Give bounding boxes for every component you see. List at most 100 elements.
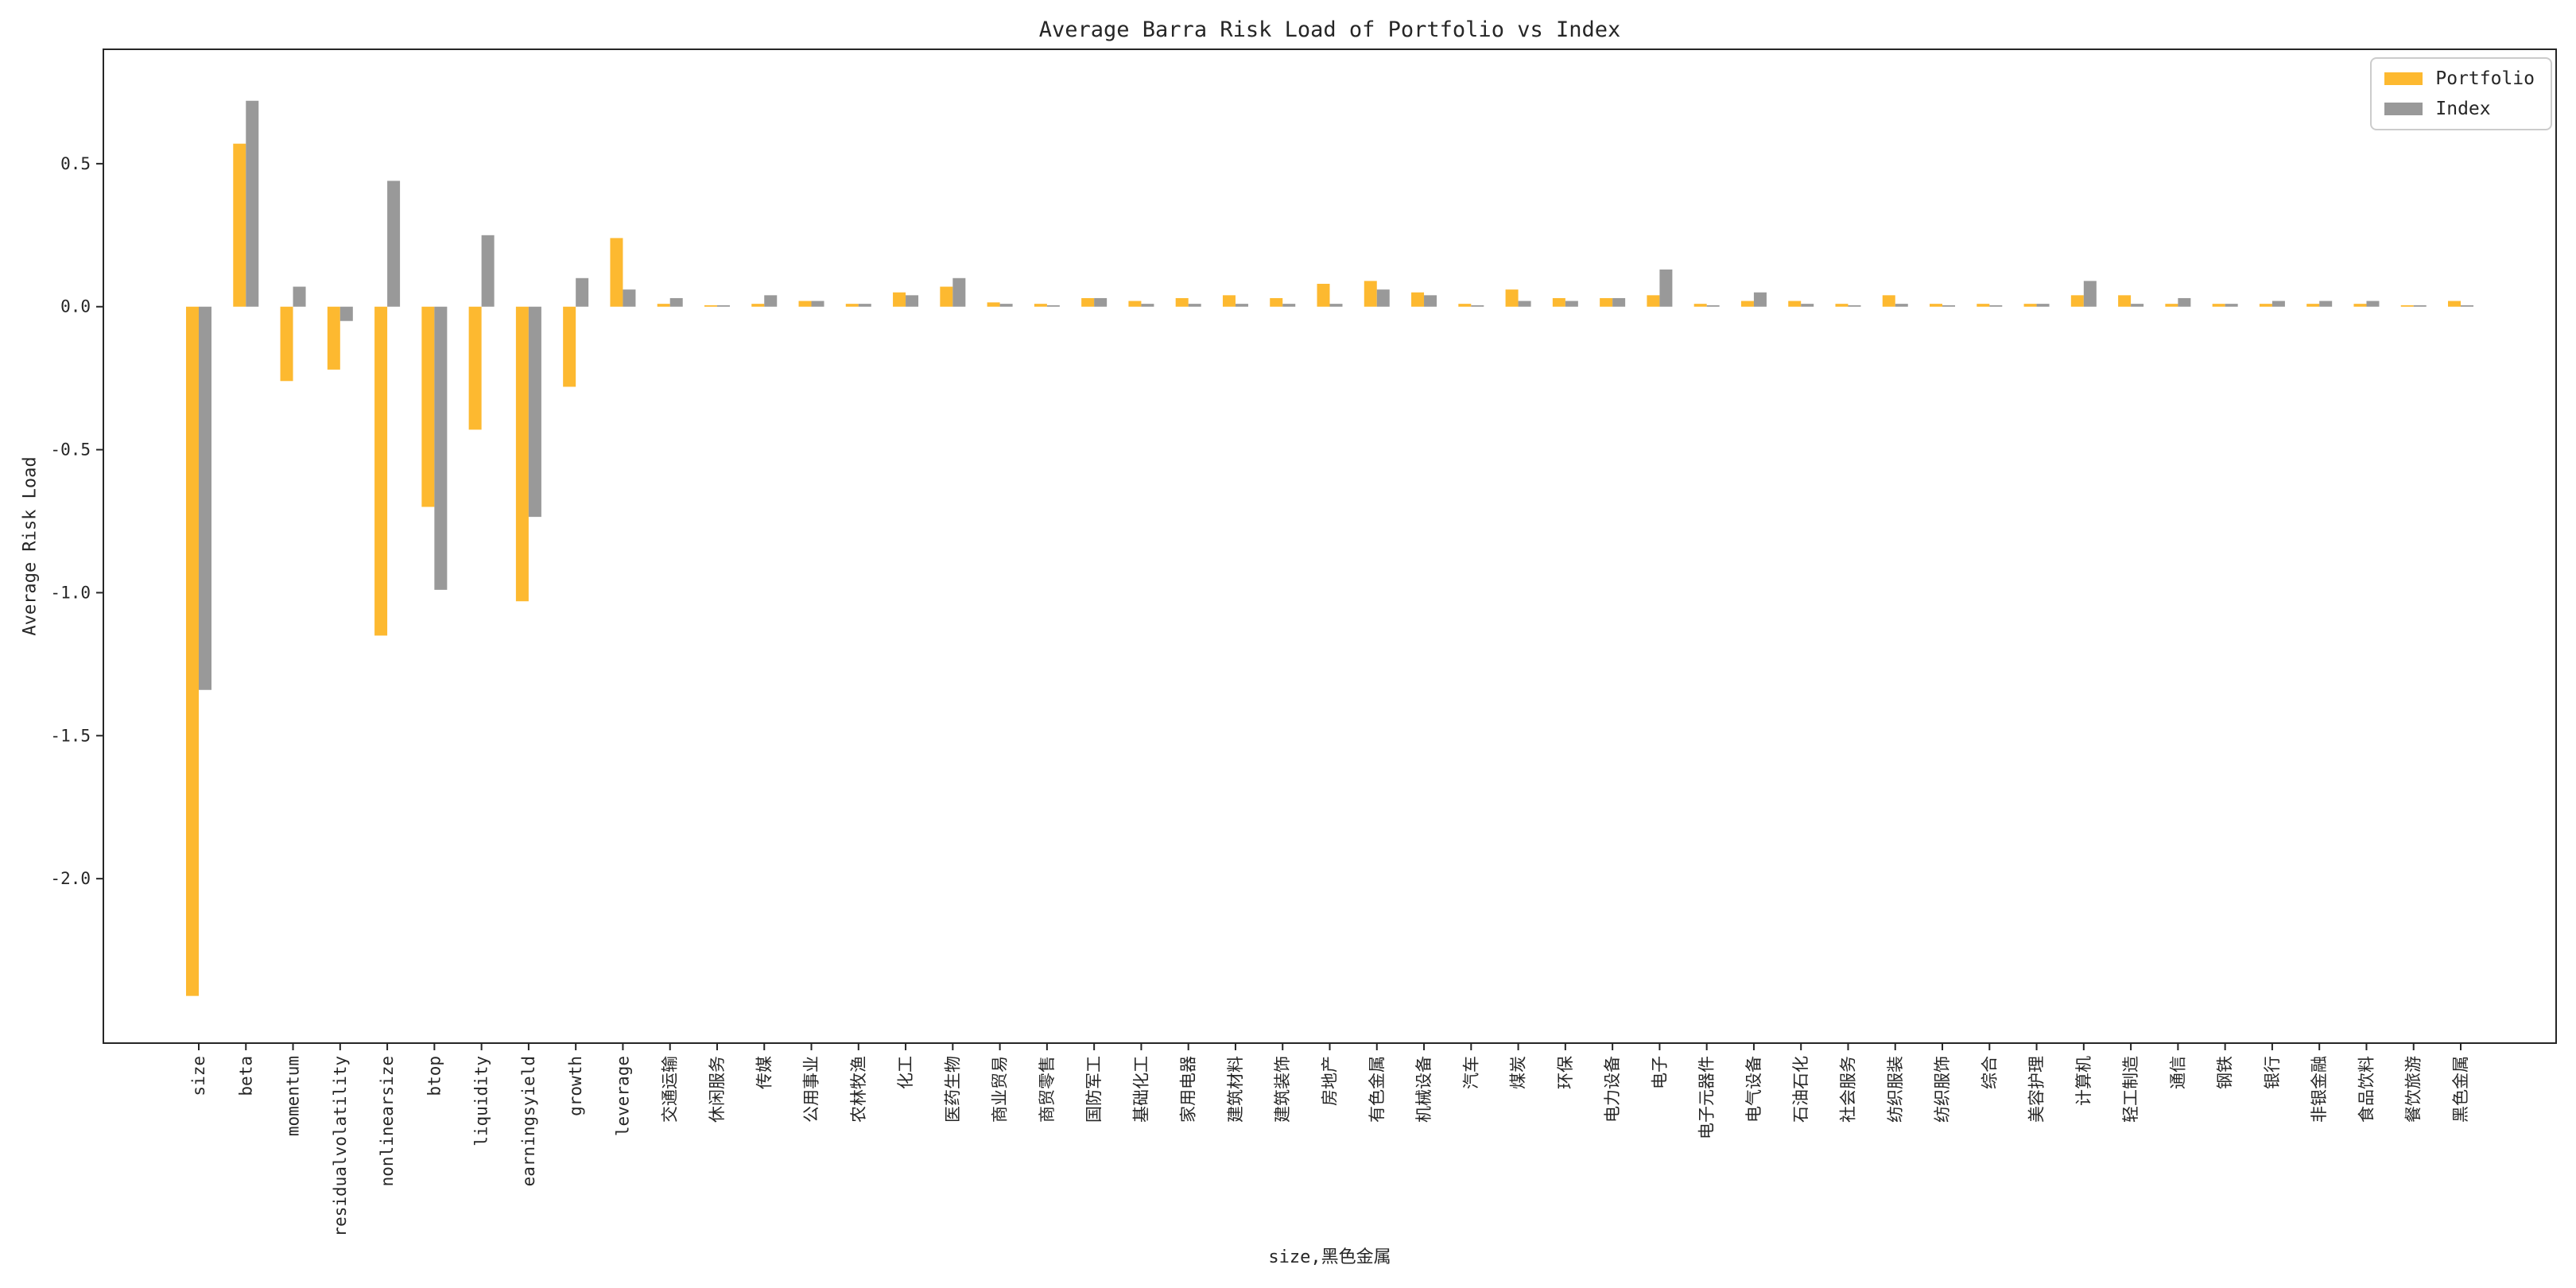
bar-portfolio [1222, 295, 1236, 307]
x-tick-label: 电力设备 [1603, 1056, 1622, 1123]
y-tick-label: 0.0 [60, 297, 91, 316]
x-tick-label: 食品饮料 [2357, 1056, 2376, 1123]
bar-portfolio [2259, 304, 2272, 307]
bar-portfolio [186, 306, 199, 996]
bar-index [811, 301, 824, 307]
bar-index [1565, 301, 1578, 307]
x-tick-label: 轻工制造 [2121, 1056, 2140, 1123]
bar-index [1471, 305, 1484, 307]
x-tick-label: 传媒 [755, 1056, 774, 1089]
bar-portfolio [327, 306, 340, 370]
x-tick-label: 环保 [1556, 1056, 1575, 1089]
x-tick-label: btop [425, 1056, 444, 1096]
bar-portfolio [1458, 304, 1472, 307]
x-tick-label: 农林牧渔 [849, 1056, 868, 1123]
x-tick-label: leverage [613, 1056, 632, 1136]
bar-portfolio [2023, 304, 2037, 307]
bar-portfolio [2400, 305, 2414, 307]
bar-portfolio [2306, 304, 2320, 307]
x-tick-label: 非银金融 [2310, 1056, 2329, 1123]
bar-index [293, 286, 306, 307]
bar-index [952, 277, 966, 307]
bar-portfolio [515, 306, 529, 602]
x-tick-label: 综合 [1980, 1056, 1999, 1089]
x-tick-label: 有色金属 [1368, 1056, 1387, 1123]
x-tick-label: 纺织服装 [1886, 1056, 1905, 1123]
x-tick-label: beta [236, 1056, 255, 1096]
x-tick-label: growth [566, 1056, 585, 1116]
bar-index [1989, 305, 2003, 307]
bar-index [2461, 305, 2473, 307]
bar-portfolio [1128, 301, 1142, 307]
bar-index [2131, 304, 2144, 307]
bar-index [528, 306, 541, 518]
bar-portfolio [1034, 304, 1047, 307]
x-tick-label: 餐饮旅游 [2404, 1056, 2423, 1123]
bar-index [1612, 297, 1626, 307]
legend-swatch-index [2384, 103, 2423, 115]
bar-index [387, 180, 401, 307]
x-tick-label: 电子元器件 [1697, 1056, 1717, 1139]
x-tick-label: residualvolatility [331, 1056, 350, 1237]
bar-portfolio [2118, 295, 2132, 307]
x-tick-label: 商业贸易 [991, 1056, 1010, 1123]
bar-portfolio [563, 306, 576, 387]
x-tick-label: 建筑材料 [1226, 1056, 1245, 1123]
bar-portfolio [610, 238, 623, 307]
bar-index [2319, 301, 2333, 307]
bar-portfolio [2212, 304, 2225, 307]
x-tick-label: 银行 [2263, 1056, 2282, 1089]
bar-portfolio [1977, 304, 1990, 307]
x-tick-label: 石油石化 [1791, 1056, 1810, 1123]
legend-item-index: Index [2384, 99, 2535, 119]
bar-portfolio [1411, 292, 1425, 307]
x-tick-label: 纺织服饰 [1933, 1056, 1952, 1123]
bar-portfolio [1600, 297, 1613, 307]
bar-index [1235, 304, 1248, 307]
bar-index [246, 100, 259, 307]
bar-index [1282, 304, 1296, 307]
bar-index [1188, 304, 1201, 307]
bar-portfolio [798, 301, 812, 307]
bar-portfolio [233, 143, 246, 307]
bar-index [2178, 297, 2191, 307]
bar-index [1424, 295, 1437, 307]
x-tick-label: 黑色金属 [2451, 1056, 2470, 1123]
legend-swatch-portfolio [2384, 72, 2423, 85]
bar-index [1376, 289, 1390, 307]
legend-label-index: Index [2435, 99, 2491, 119]
bar-index [481, 235, 495, 307]
legend: Portfolio Index [2370, 57, 2552, 130]
bar-index [2366, 301, 2380, 307]
bar-portfolio [2070, 295, 2084, 307]
bar-portfolio [2448, 301, 2461, 307]
bar-portfolio [1175, 297, 1189, 307]
bar-index [669, 297, 683, 307]
bar-portfolio [2165, 304, 2178, 307]
bar-index [2083, 281, 2097, 307]
x-tick-label: 美容护理 [2027, 1056, 2046, 1123]
bar-portfolio [2353, 304, 2367, 307]
x-tick-label: 电气设备 [1744, 1056, 1763, 1123]
x-tick-label: 钢铁 [2216, 1056, 2235, 1089]
bar-index [576, 277, 589, 307]
bar-portfolio [1835, 304, 1849, 307]
x-tick-label: 机械设备 [1414, 1056, 1433, 1123]
bar-index [199, 306, 211, 690]
x-tick-label: 社会服务 [1838, 1056, 1857, 1123]
bar-index [999, 304, 1013, 307]
x-tick-label: 化工 [896, 1056, 915, 1089]
bar-index [764, 295, 778, 307]
legend-item-portfolio: Portfolio [2384, 68, 2535, 89]
bar-portfolio [751, 304, 765, 307]
x-tick-label: 基础化工 [1131, 1056, 1150, 1123]
bar-index [1518, 301, 1531, 307]
bar-portfolio [1647, 295, 1660, 307]
bar-portfolio [1882, 295, 1895, 307]
bar-index [1848, 305, 1861, 307]
bar-index [1942, 305, 1956, 307]
x-axis-label: size,黑色金属 [1268, 1247, 1391, 1267]
x-tick-label: earningsyield [519, 1056, 538, 1186]
bar-portfolio [1693, 304, 1707, 307]
